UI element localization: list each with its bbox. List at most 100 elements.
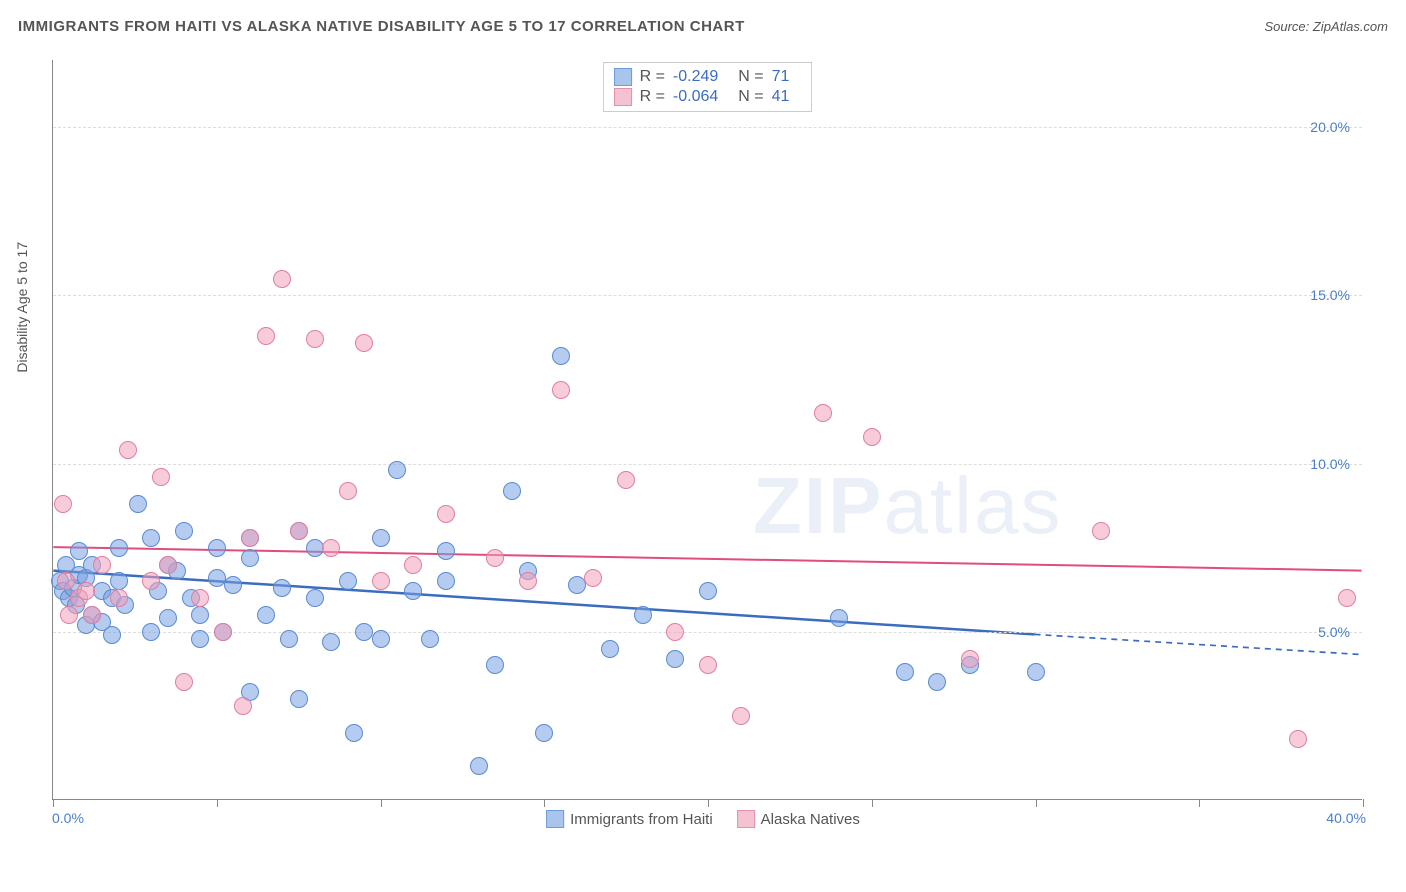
x-tick [872, 799, 873, 807]
data-point [224, 576, 242, 594]
x-tick [1199, 799, 1200, 807]
legend-swatch [737, 810, 755, 828]
data-point [404, 582, 422, 600]
data-point [666, 650, 684, 668]
data-point [666, 623, 684, 641]
y-tick-label: 10.0% [1310, 456, 1350, 472]
data-point [208, 569, 226, 587]
data-point [552, 347, 570, 365]
data-point [1338, 589, 1356, 607]
x-tick [217, 799, 218, 807]
data-point [257, 606, 275, 624]
source-label: Source: ZipAtlas.com [1264, 19, 1388, 34]
data-point [1027, 663, 1045, 681]
data-point [552, 381, 570, 399]
data-point [159, 609, 177, 627]
x-tick [544, 799, 545, 807]
stats-row: R = -0.064N = 41 [614, 87, 802, 107]
stat-r-label: R = [640, 68, 665, 86]
stat-n-label: N = [738, 68, 763, 86]
data-point [372, 529, 390, 547]
data-point [388, 461, 406, 479]
data-point [54, 495, 72, 513]
data-point [699, 582, 717, 600]
x-tick [1363, 799, 1364, 807]
legend-item: Immigrants from Haiti [546, 810, 713, 828]
data-point [928, 673, 946, 691]
plot-area: ZIPatlas R = -0.249N = 71R = -0.064N = 4… [52, 60, 1362, 800]
gridline [53, 127, 1362, 128]
data-point [273, 270, 291, 288]
data-point [339, 482, 357, 500]
data-point [77, 582, 95, 600]
data-point [142, 623, 160, 641]
data-point [486, 656, 504, 674]
data-point [863, 428, 881, 446]
data-point [110, 589, 128, 607]
data-point [83, 606, 101, 624]
legend-label: Immigrants from Haiti [570, 811, 713, 828]
data-point [110, 539, 128, 557]
data-point [142, 572, 160, 590]
data-point [519, 572, 537, 590]
data-point [280, 630, 298, 648]
data-point [437, 505, 455, 523]
data-point [830, 609, 848, 627]
data-point [306, 330, 324, 348]
data-point [617, 471, 635, 489]
data-point [103, 626, 121, 644]
trend-line-extrapolated [1035, 634, 1362, 654]
data-point [191, 606, 209, 624]
data-point [142, 529, 160, 547]
data-point [355, 334, 373, 352]
data-point [470, 757, 488, 775]
x-tick [381, 799, 382, 807]
data-point [568, 576, 586, 594]
data-point [306, 539, 324, 557]
data-point [355, 623, 373, 641]
stat-r-value: -0.249 [673, 68, 718, 86]
x-min-label: 0.0% [52, 810, 84, 826]
y-axis-label: Disability Age 5 to 17 [14, 242, 30, 373]
stat-n-label: N = [738, 88, 763, 106]
data-point [159, 556, 177, 574]
y-tick-label: 5.0% [1318, 624, 1350, 640]
stat-r-label: R = [640, 88, 665, 106]
x-tick [708, 799, 709, 807]
data-point [175, 673, 193, 691]
data-point [241, 549, 259, 567]
legend-swatch [614, 68, 632, 86]
data-point [191, 589, 209, 607]
data-point [93, 556, 111, 574]
data-point [129, 495, 147, 513]
gridline [53, 295, 1362, 296]
data-point [290, 690, 308, 708]
data-point [372, 572, 390, 590]
data-point [322, 633, 340, 651]
data-point [306, 589, 324, 607]
data-point [732, 707, 750, 725]
data-point [290, 522, 308, 540]
data-point [961, 650, 979, 668]
data-point [110, 572, 128, 590]
legend-swatch [546, 810, 564, 828]
y-tick-label: 20.0% [1310, 119, 1350, 135]
legend-label: Alaska Natives [761, 811, 860, 828]
data-point [372, 630, 390, 648]
stats-row: R = -0.249N = 71 [614, 67, 802, 87]
data-point [339, 572, 357, 590]
data-point [404, 556, 422, 574]
data-point [535, 724, 553, 742]
data-point [437, 572, 455, 590]
data-point [421, 630, 439, 648]
data-point [601, 640, 619, 658]
data-point [503, 482, 521, 500]
data-point [191, 630, 209, 648]
page-title: IMMIGRANTS FROM HAITI VS ALASKA NATIVE D… [18, 18, 745, 35]
gridline [53, 632, 1362, 633]
stat-r-value: -0.064 [673, 88, 718, 106]
data-point [152, 468, 170, 486]
data-point [175, 522, 193, 540]
gridline [53, 464, 1362, 465]
data-point [57, 572, 75, 590]
